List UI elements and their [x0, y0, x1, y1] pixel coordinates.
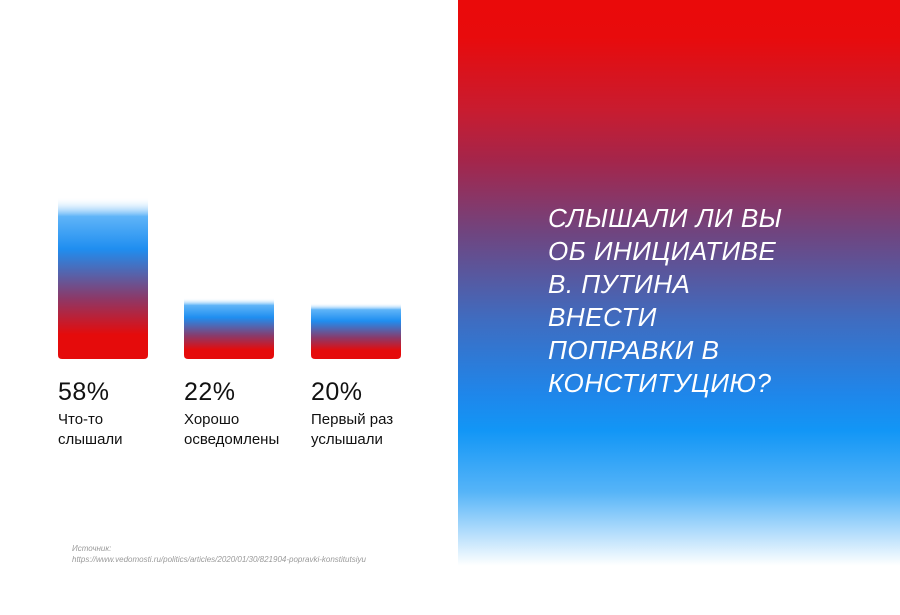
question-title: СЛЫШАЛИ ЛИ ВЫ ОБ ИНИЦИАТИВЕ В. ПУТИНА ВН…	[548, 203, 783, 398]
category-label-line: осведомлены	[184, 431, 280, 448]
value-label: 22%	[184, 378, 236, 406]
category-label: Что-то слышали	[58, 410, 123, 450]
bar-3	[311, 303, 401, 359]
source-note: Источник: https://www.vedomosti.ru/polit…	[72, 543, 432, 565]
question-panel	[458, 0, 900, 615]
bar-chart	[58, 197, 401, 359]
category-label-line: услышали	[311, 431, 383, 448]
category-label-line: Что-то	[58, 411, 104, 428]
source-url[interactable]: https://www.vedomosti.ru/politics/articl…	[72, 555, 366, 564]
bar-label-group: 58% Что-то слышали	[58, 378, 123, 450]
value-label: 58%	[58, 378, 110, 406]
category-label: Первый раз услышали	[311, 410, 393, 450]
category-label-line: Первый раз	[311, 411, 394, 428]
bar-1	[58, 197, 148, 359]
value-label: 20%	[311, 378, 363, 406]
bar-2	[184, 298, 274, 359]
bar-label-group: 22% Хорошо осведомлены	[184, 378, 279, 450]
category-label-line: Хорошо	[184, 411, 240, 428]
source-label: Источник:	[72, 544, 112, 553]
category-label: Хорошо осведомлены	[184, 410, 279, 450]
bar-label-group: 20% Первый раз услышали	[311, 378, 393, 450]
category-label-line: слышали	[58, 431, 123, 448]
